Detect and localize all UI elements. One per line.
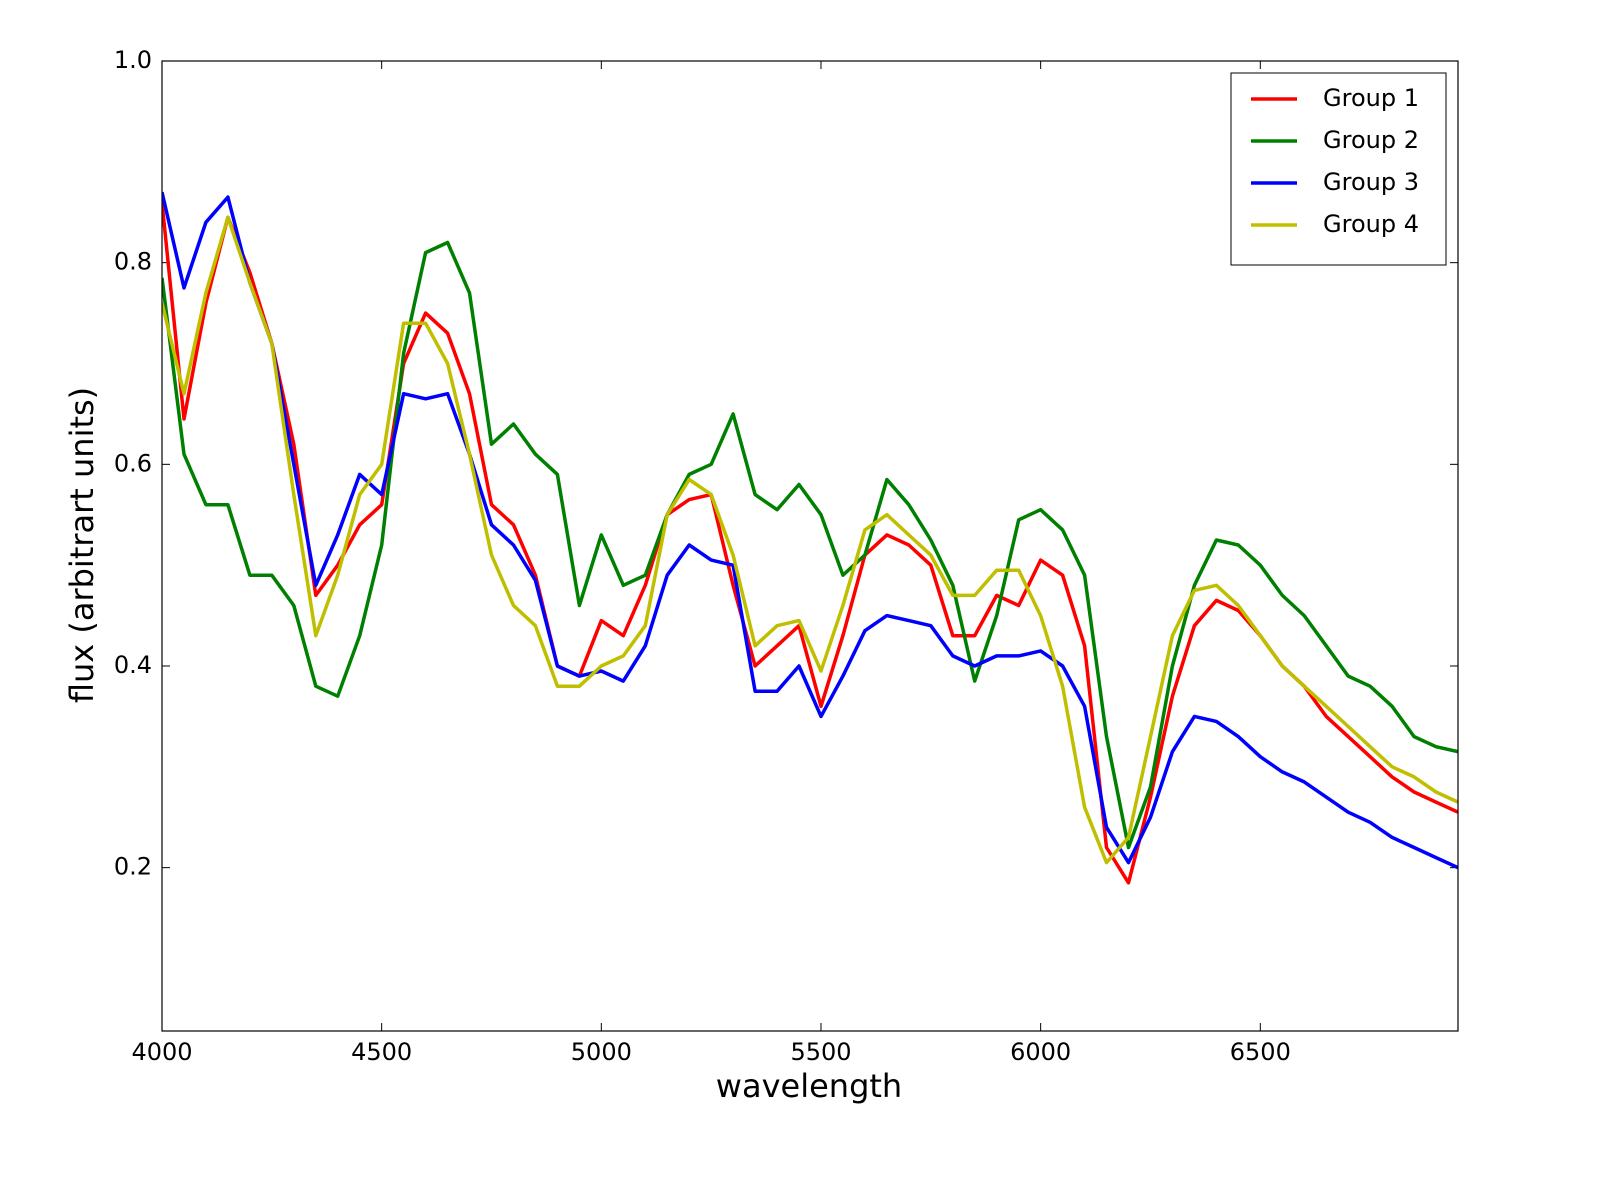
x-tick-label: 4000 [131,1038,192,1066]
series-line [162,215,1458,865]
legend-text: Group 4 [1323,210,1419,238]
x-tick-label: 5500 [790,1038,851,1066]
x-tick-label: 6500 [1230,1038,1291,1066]
series-line [162,240,1458,850]
y-tick-label: 1.0 [114,46,152,74]
x-tick-label: 6000 [1010,1038,1071,1066]
legend-text: Group 1 [1323,84,1419,112]
x-tick-label: 4500 [351,1038,412,1066]
x-axis-title: wavelength [716,1067,902,1105]
series-line [162,202,1458,885]
legend-text: Group 3 [1323,168,1419,196]
y-axis-title: flux (arbitrart units) [63,387,101,703]
legend-box [1230,72,1447,266]
y-tick-label: 0.6 [114,449,152,477]
series-line [162,191,1458,870]
x-tick-label: 5000 [571,1038,632,1066]
y-tick-label: 0.4 [114,651,152,679]
legend-text: Group 2 [1323,126,1419,154]
y-tick-label: 0.8 [114,248,152,276]
y-tick-label: 0.2 [114,853,152,881]
plot-frame [161,60,1459,1032]
